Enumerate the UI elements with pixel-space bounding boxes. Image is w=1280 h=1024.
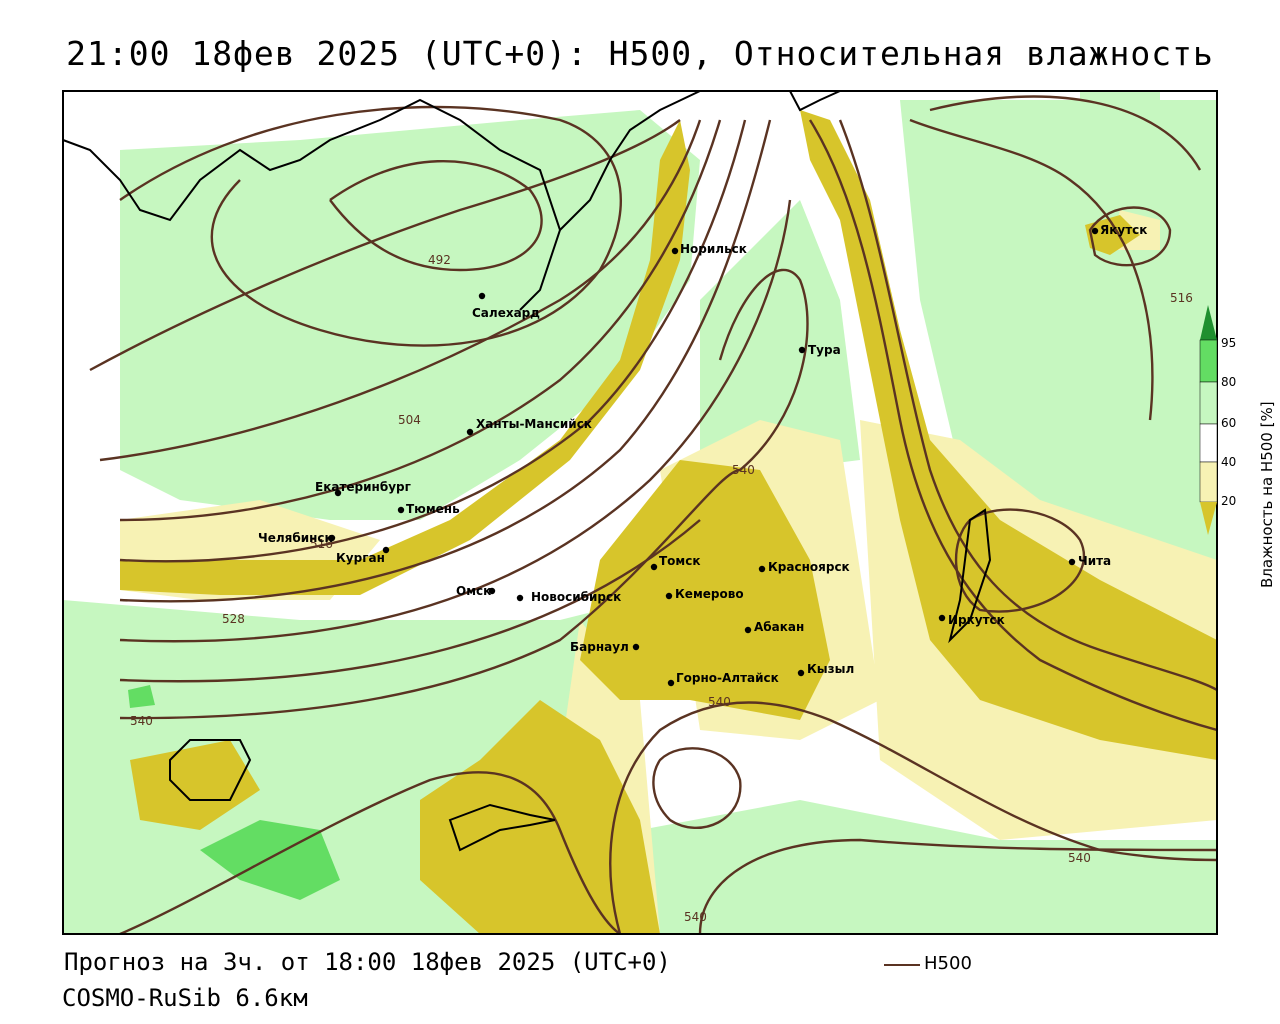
contour-label: 540	[708, 695, 731, 709]
city-marker	[744, 626, 752, 634]
city-marker	[667, 679, 675, 687]
city-marker	[478, 292, 486, 300]
h500-contours	[89, 95, 1217, 934]
city-marker	[488, 587, 496, 595]
humidity-field	[63, 91, 1217, 934]
city-label: Тюмень	[406, 502, 460, 516]
contour-label: 504	[398, 413, 421, 427]
city-marker	[1091, 227, 1099, 235]
city-label: Ханты-Мансийск	[476, 417, 592, 431]
coastline	[63, 91, 992, 852]
colorbar-tick: 20	[1221, 494, 1236, 508]
city-marker	[798, 346, 806, 354]
contour-label: 540	[732, 463, 755, 477]
city-label: Горно-Алтайск	[676, 671, 779, 685]
contour-label: 540	[684, 910, 707, 924]
colorbar-tick: 95	[1221, 336, 1236, 350]
model-caption: COSMO-RuSib 6.6км	[62, 984, 308, 1012]
colorbar: 20 40 60 80 95	[1199, 305, 1236, 535]
colorbar-tick: 40	[1221, 455, 1236, 469]
city-marker	[328, 534, 336, 542]
city-marker	[671, 247, 679, 255]
city-marker	[797, 669, 805, 677]
city-marker	[665, 592, 673, 600]
city-label: Томск	[659, 554, 701, 568]
contour-label: 540	[130, 714, 153, 728]
forecast-caption: Прогноз на 3ч. от 18:00 18фев 2025 (UTC+…	[64, 948, 671, 976]
city-marker	[334, 489, 342, 497]
city-marker	[758, 565, 766, 573]
city-marker	[1068, 558, 1076, 566]
city-label: Норильск	[680, 242, 747, 256]
city-label: Тура	[808, 343, 841, 357]
city-marker	[397, 506, 405, 514]
city-label: Якутск	[1100, 223, 1147, 237]
h500-legend-swatch	[884, 964, 920, 966]
city-label: Кызыл	[807, 662, 854, 676]
city-label: Омск	[456, 584, 491, 598]
city-label: Абакан	[754, 620, 804, 634]
city-label: Кемерово	[675, 587, 744, 601]
city-label: Салехард	[472, 306, 540, 320]
contour-label: 516	[1170, 291, 1193, 305]
contour-label: 492	[428, 253, 451, 267]
city-label: Екатеринбург	[315, 480, 411, 494]
city-label: Новосибирск	[531, 590, 621, 604]
colorbar-tick: 60	[1221, 416, 1236, 430]
contour-label: 516	[310, 537, 333, 551]
h500-legend-label: H500	[924, 953, 972, 974]
city-label: Барнаул	[570, 640, 629, 654]
contour-label: 528	[222, 612, 245, 626]
city-marker	[516, 594, 524, 602]
city-label: Иркутск	[948, 613, 1005, 627]
contour-label: 540	[1068, 851, 1091, 865]
city-marker	[650, 563, 658, 571]
city-marker	[632, 643, 640, 651]
city-marker	[938, 614, 946, 622]
city-marker	[466, 428, 474, 436]
colorbar-title: Влажность на H500 [%]	[1258, 401, 1276, 588]
city-label: Челябинск	[258, 531, 333, 545]
city-label: Чита	[1078, 554, 1111, 568]
city-label: Курган	[336, 551, 385, 565]
city-marker	[382, 546, 390, 554]
city-label: Красноярск	[768, 560, 850, 574]
colorbar-tick: 80	[1221, 375, 1236, 389]
map-title: 21:00 18фев 2025 (UTC+0): H500, Относите…	[66, 34, 1214, 73]
